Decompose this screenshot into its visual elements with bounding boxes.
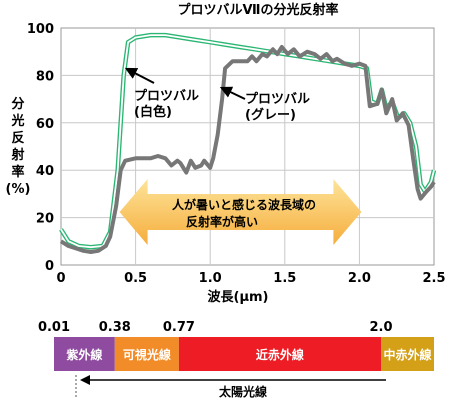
annotation-line-2: 反射率が高い bbox=[186, 214, 258, 229]
y-axis-label: 分光反射率 (%) bbox=[6, 96, 31, 197]
spectrum-boundary-labels: 0.01 0.38 0.77 2.0 bbox=[38, 320, 393, 335]
spectrum-boundary-label: 0.01 bbox=[38, 320, 70, 335]
series-label-gray: プロツバル (グレー) bbox=[219, 86, 310, 123]
white-label-line-1: プロツバル bbox=[134, 89, 199, 104]
y-label-char: 率 bbox=[11, 164, 24, 180]
x-tick-label: 2.0 bbox=[348, 271, 371, 286]
spectrum-segment-label: 紫外線 bbox=[66, 347, 102, 362]
sunlight-label: 太陽光線 bbox=[219, 384, 267, 399]
spectrum-segment bbox=[381, 337, 434, 371]
gray-label-line-2: (グレー) bbox=[245, 107, 296, 123]
spectrum-segment bbox=[54, 337, 115, 371]
spectrum-segment bbox=[178, 337, 381, 371]
spectrum-segment-label: 中赤外線 bbox=[383, 347, 431, 362]
spectrum-boundary-label: 2.0 bbox=[369, 320, 392, 335]
spectrum-segment bbox=[114, 337, 179, 371]
y-label-char: (%) bbox=[6, 182, 31, 197]
series-gray-line bbox=[59, 45, 436, 254]
y-label-char: 分 bbox=[11, 96, 24, 112]
y-label-char: 光 bbox=[10, 113, 24, 129]
spectrum-bar: 紫外線 可視光線 近赤外線 中赤外線 bbox=[54, 337, 434, 371]
x-tick-label: 1.5 bbox=[273, 271, 296, 286]
y-tick-labels: 0 20 40 60 80 100 bbox=[27, 22, 54, 274]
y-label-char: 反 bbox=[11, 130, 24, 146]
y-tick-label: 0 bbox=[45, 259, 54, 274]
y-tick-label: 60 bbox=[36, 117, 54, 132]
x-axis-label: 波長(μm) bbox=[208, 289, 269, 305]
spectrum-segment-label: 近赤外線 bbox=[256, 347, 304, 362]
spectrum-boundary-label: 0.38 bbox=[99, 320, 131, 335]
series-lines bbox=[59, 32, 437, 254]
spectrum-segment-label: 可視光線 bbox=[123, 347, 171, 362]
sunlight-arrow-head bbox=[80, 375, 90, 385]
annotation-arrow: 人が暑いと感じる波長域の 反射率が高い bbox=[119, 179, 362, 245]
gray-label-line-1: プロツバル bbox=[245, 92, 310, 107]
x-tick-label: 0 bbox=[56, 271, 65, 286]
x-tick-label: 2.5 bbox=[422, 271, 445, 286]
y-tick-label: 100 bbox=[27, 22, 54, 37]
y-tick-label: 80 bbox=[36, 69, 54, 84]
gray-pointer-arrow bbox=[219, 86, 246, 100]
x-tick-label: 0.5 bbox=[124, 271, 147, 286]
x-tick-label: 1.0 bbox=[199, 271, 222, 286]
spectrum-boundary-label: 0.77 bbox=[163, 320, 195, 335]
annotation-double-arrow bbox=[119, 179, 362, 245]
y-tick-label: 40 bbox=[36, 164, 54, 179]
white-pointer-arrow bbox=[124, 67, 155, 84]
y-label-char: 射 bbox=[10, 147, 24, 163]
y-tick-label: 20 bbox=[36, 212, 54, 227]
series-label-white: プロツバル (白色) bbox=[124, 67, 199, 120]
white-label-line-2: (白色) bbox=[134, 104, 172, 120]
sunlight-range: 太陽光線 bbox=[75, 375, 386, 399]
annotation-line-1: 人が暑いと感じる波長域の bbox=[172, 197, 316, 212]
x-tick-labels: 0 0.5 1.0 1.5 2.0 2.5 bbox=[56, 271, 445, 286]
chart-title: プロツバルⅦの分光反射率 bbox=[177, 2, 338, 18]
